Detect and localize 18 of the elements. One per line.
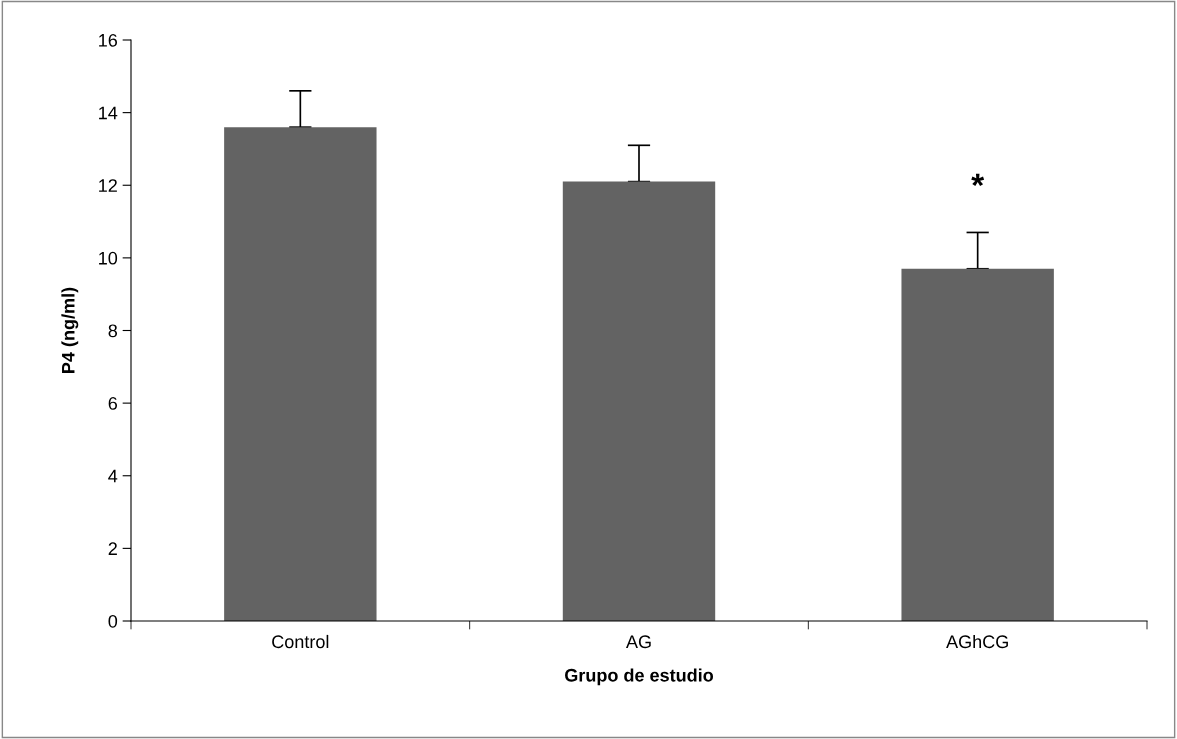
x-tick-label: Control bbox=[272, 634, 329, 649]
y-tick-label: 6 bbox=[108, 397, 118, 410]
y-tick-label: 4 bbox=[108, 469, 118, 483]
y-axis-title: P4 (ng/ml) bbox=[61, 287, 79, 373]
y-tick-label: 16 bbox=[99, 33, 118, 47]
y-tick-label: 8 bbox=[108, 324, 118, 338]
y-tick-label: 0 bbox=[108, 614, 118, 628]
bar bbox=[901, 268, 1054, 621]
y-tick-label: 14 bbox=[99, 106, 118, 120]
x-tick-label: AG bbox=[625, 635, 651, 649]
x-axis-title: Grupo de estudio bbox=[565, 668, 714, 686]
y-tick-label: 2 bbox=[108, 542, 117, 555]
bar bbox=[224, 127, 377, 621]
annotation: * bbox=[971, 173, 985, 187]
x-tick-label: AGhCG bbox=[946, 634, 1008, 649]
y-tick-label: 12 bbox=[99, 179, 117, 192]
bar bbox=[562, 181, 716, 621]
y-tick-label: 10 bbox=[99, 251, 118, 265]
